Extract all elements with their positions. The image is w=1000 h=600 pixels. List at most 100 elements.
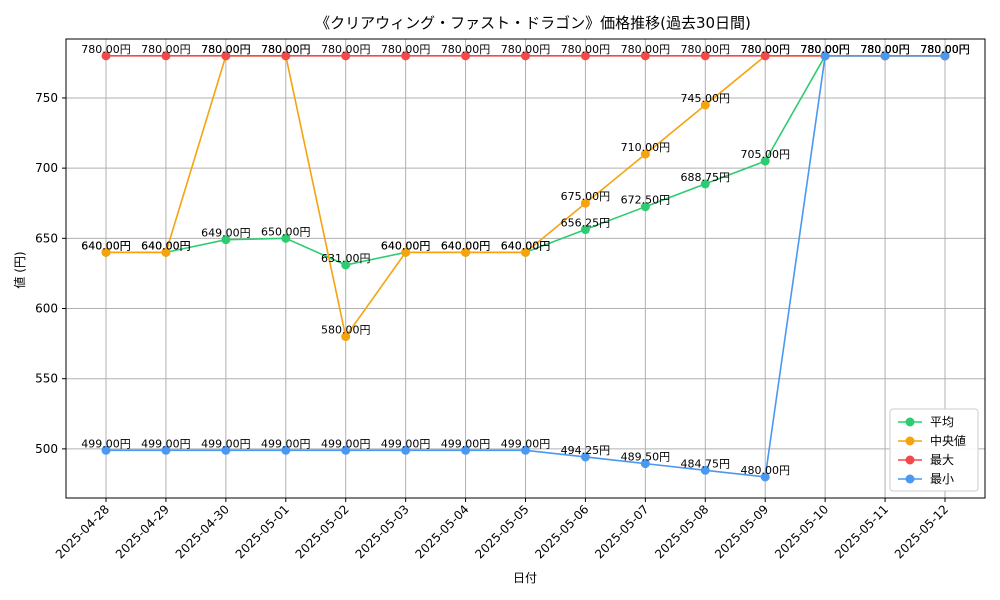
- chart-title: 《クリアウィング・ファスト・ドラゴン》価格推移(過去30日間): [315, 14, 751, 32]
- data-label: 640.00円: [381, 239, 431, 252]
- y-tick-label: 750: [35, 91, 58, 105]
- data-point: [700, 51, 710, 61]
- data-label: 499.00円: [201, 437, 251, 450]
- data-point: [101, 247, 111, 257]
- y-axis-label: 値 (円): [12, 251, 27, 288]
- data-label: 688.75円: [681, 171, 731, 184]
- data-point: [760, 472, 770, 482]
- x-tick-label: 2025-05-02: [293, 502, 352, 561]
- data-point: [760, 156, 770, 166]
- legend-marker: [905, 474, 915, 484]
- data-label: 672.50円: [621, 194, 671, 207]
- data-label: 640.00円: [441, 239, 491, 252]
- data-label: 675.00円: [561, 190, 611, 203]
- data-label: 484.75円: [681, 457, 731, 470]
- x-tick-label: 2025-04-28: [53, 502, 112, 561]
- data-labels: 640.00円 640.00円 649.00円 650.00円 631.00円 640.0…: [81, 43, 970, 477]
- data-point: [760, 51, 770, 61]
- data-point: [101, 445, 111, 455]
- data-point: [580, 452, 590, 462]
- data-point: [401, 51, 411, 61]
- x-tick-label: 2025-05-07: [592, 502, 651, 561]
- data-point: [161, 247, 171, 257]
- data-label: 499.00円: [381, 437, 431, 450]
- data-point: [461, 51, 471, 61]
- data-label: 780.00円: [800, 43, 850, 56]
- data-label: 780.00円: [441, 43, 491, 56]
- data-point: [580, 198, 590, 208]
- x-tick-label: 2025-05-06: [532, 502, 591, 561]
- data-label: 780.00円: [920, 43, 970, 56]
- x-tick-label: 2025-04-30: [173, 502, 232, 561]
- data-point: [580, 51, 590, 61]
- data-label: 640.00円: [501, 239, 551, 252]
- data-label: 631.00円: [321, 252, 371, 265]
- data-label: 780.00円: [860, 43, 910, 56]
- data-point: [640, 51, 650, 61]
- data-point: [700, 465, 710, 475]
- data-label: 780.00円: [860, 43, 910, 56]
- data-point: [341, 332, 351, 342]
- legend-marker: [905, 436, 915, 446]
- data-label: 649.00円: [201, 227, 251, 240]
- legend-marker: [905, 455, 915, 465]
- data-label: 780.00円: [321, 43, 371, 56]
- data-label: 780.00円: [920, 43, 970, 56]
- data-label: 780.00円: [920, 43, 970, 56]
- data-label: 780.00円: [81, 43, 131, 56]
- data-label: 780.00円: [681, 43, 731, 56]
- x-tick-label: 2025-05-12: [892, 502, 951, 561]
- legend-marker: [905, 417, 915, 427]
- data-point: [700, 100, 710, 110]
- x-tick-label: 2025-05-11: [832, 502, 891, 561]
- data-point: [341, 51, 351, 61]
- data-label: 640.00円: [381, 239, 431, 252]
- data-point: [281, 233, 291, 243]
- data-label: 656.25円: [561, 217, 611, 230]
- data-point: [521, 445, 530, 455]
- data-label: 780.00円: [740, 43, 790, 56]
- data-point: [461, 445, 471, 455]
- data-label: 780.00円: [920, 43, 970, 56]
- data-label: 640.00円: [501, 239, 551, 252]
- data-label: 780.00円: [860, 43, 910, 56]
- data-label: 499.00円: [441, 437, 491, 450]
- data-label: 640.00円: [81, 239, 131, 252]
- data-label: 780.00円: [261, 43, 311, 56]
- data-label: 780.00円: [561, 43, 611, 56]
- data-point: [401, 247, 411, 257]
- data-label: 780.00円: [621, 43, 671, 56]
- legend-entry: 最大: [930, 453, 954, 467]
- data-label: 494.25円: [561, 444, 611, 457]
- data-label: 780.00円: [381, 43, 431, 56]
- data-label: 499.00円: [141, 437, 191, 450]
- y-tick-label: 700: [35, 161, 58, 175]
- data-point: [700, 179, 710, 189]
- data-point: [880, 51, 890, 61]
- data-point: [341, 260, 351, 270]
- data-label: 640.00円: [141, 239, 191, 252]
- legend-entry: 最小: [930, 472, 954, 486]
- data-label: 780.00円: [800, 43, 850, 56]
- x-tick-label: 2025-05-05: [472, 502, 531, 561]
- data-label: 499.00円: [81, 437, 131, 450]
- x-tick-label: 2025-05-09: [712, 502, 771, 561]
- data-point: [221, 235, 231, 245]
- data-point: [580, 225, 590, 235]
- data-label: 499.00円: [501, 437, 551, 450]
- data-label: 780.00円: [501, 43, 551, 56]
- data-label: 780.00円: [800, 43, 850, 56]
- y-tick-label: 650: [35, 231, 58, 245]
- data-point: [221, 51, 231, 61]
- data-point: [161, 51, 171, 61]
- data-point: [101, 51, 111, 61]
- data-label: 745.00円: [681, 92, 731, 105]
- data-label: 640.00円: [81, 239, 131, 252]
- data-label: 780.00円: [261, 43, 311, 56]
- data-point: [521, 51, 530, 61]
- data-point: [341, 445, 351, 455]
- data-point: [640, 149, 650, 159]
